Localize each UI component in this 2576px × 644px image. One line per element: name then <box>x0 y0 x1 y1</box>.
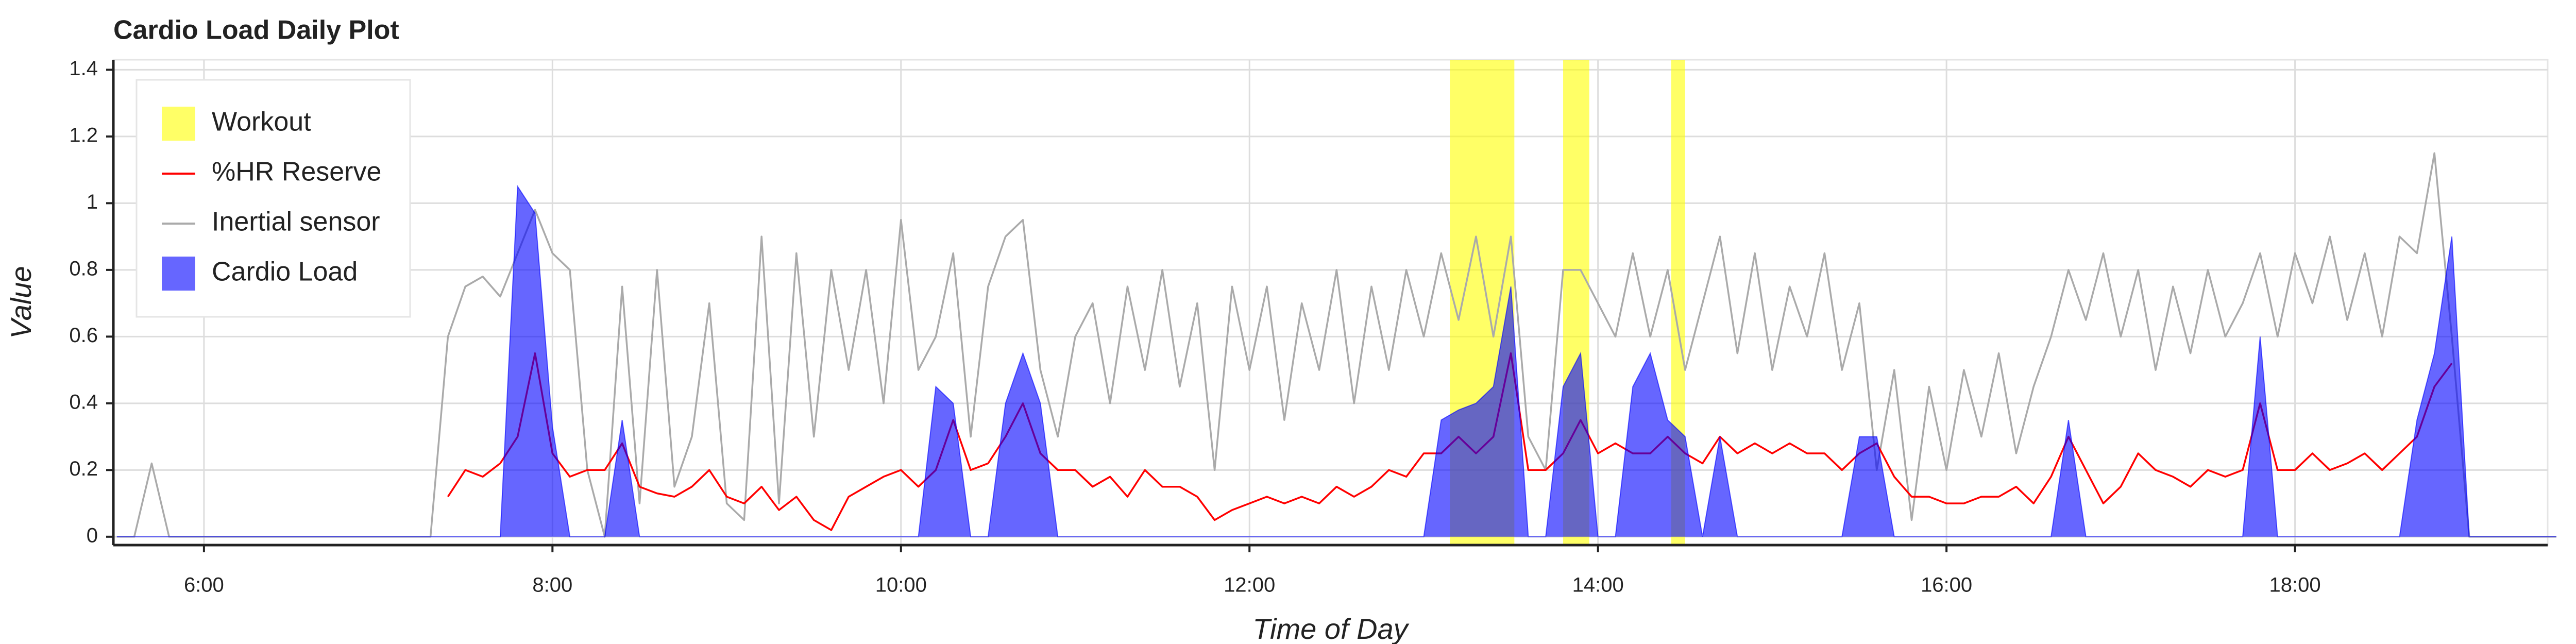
x-tick-label: 14:00 <box>1572 574 1624 597</box>
y-tick-label: 0.4 <box>69 391 98 413</box>
legend-label: Cardio Load <box>212 257 358 287</box>
legend-label: %HR Reserve <box>212 157 381 187</box>
legend: Workout %HR Reserve Inertial sensor Cardio … <box>135 79 411 318</box>
y-tick-label: 0 <box>87 524 98 547</box>
y-tick-label: 1.2 <box>69 124 98 146</box>
x-tick-label: 8:00 <box>532 574 572 597</box>
chart-title: Cardio Load Daily Plot <box>113 15 399 45</box>
x-tick-label: 18:00 <box>2269 574 2321 597</box>
x-tick-label: 10:00 <box>875 574 927 597</box>
plot-area: 0 0.2 0.4 0.6 0.8 1 1.2 1.4 6:00 8:00 10:00 12:00 14… <box>69 57 2556 597</box>
legend-swatch <box>162 257 195 291</box>
x-axis-label: Time of Day <box>1252 613 1409 644</box>
x-tick-label: 16:00 <box>1921 574 1972 597</box>
y-tick-label: 0.6 <box>69 324 98 347</box>
y-tick-label: 0.2 <box>69 457 98 480</box>
x-tick-label: 12:00 <box>1224 574 1275 597</box>
x-tick-label: 6:00 <box>184 574 224 597</box>
legend-label: Inertial sensor <box>212 207 380 237</box>
y-axis-label: Value <box>5 266 37 338</box>
y-tick-label: 1.4 <box>69 57 98 80</box>
legend-label: Workout <box>212 107 311 137</box>
y-tick-label: 1 <box>87 191 98 213</box>
legend-swatch <box>162 107 195 141</box>
series-area <box>116 184 2556 537</box>
y-tick-label: 0.8 <box>69 257 98 280</box>
